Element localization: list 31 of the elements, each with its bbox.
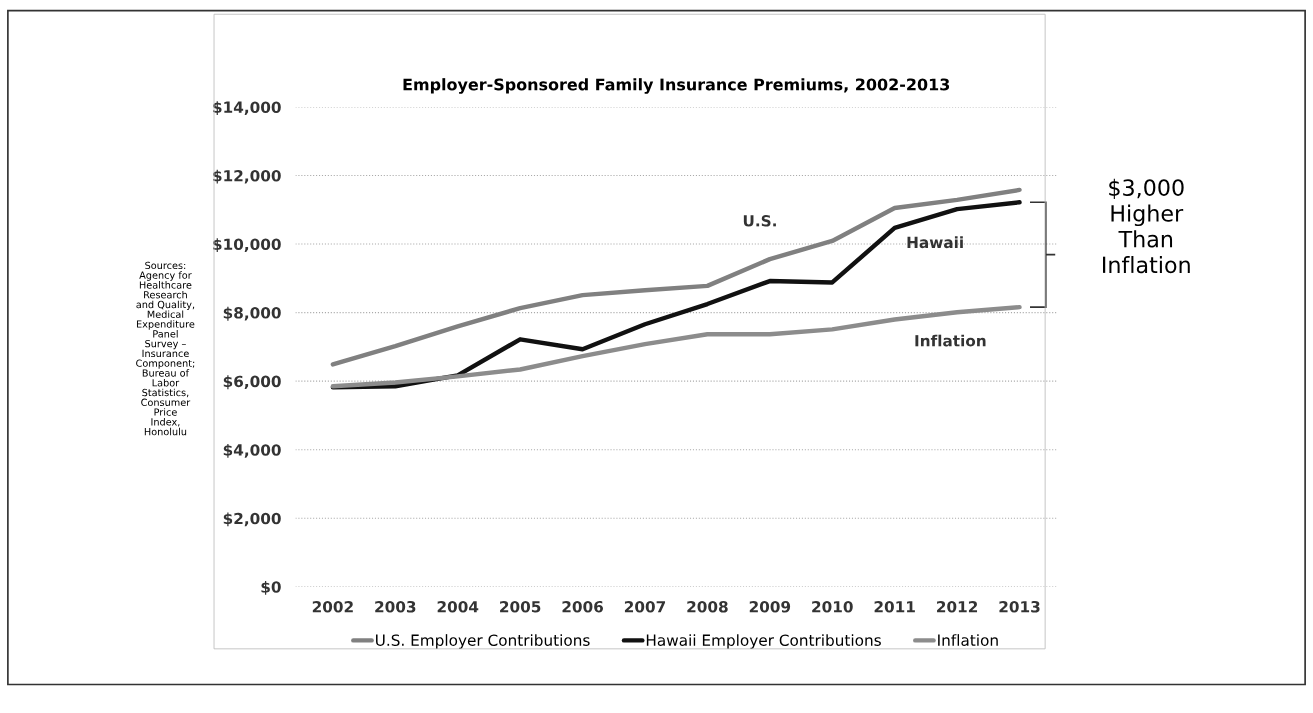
x-tick-label: 2008 xyxy=(687,600,728,613)
line-series xyxy=(330,304,1022,389)
y-tick-label: $8,000 xyxy=(223,306,281,321)
line-series xyxy=(330,187,1022,367)
annotation: U.S. xyxy=(743,214,776,227)
y-tick-label: $12,000 xyxy=(213,169,281,184)
y-tick-label: $2,000 xyxy=(223,512,281,527)
text: Sources: Agency for Healthcare Research and Quality, Medical Expenditure Panel Survey – Insurance Component; Bureau of Labor Statistics, Consumer Price Index, Honolulu xyxy=(136,261,195,436)
x-tick-label: 2011 xyxy=(874,600,915,613)
y-tick-label: $0 xyxy=(261,580,281,595)
text: $3,000 Higher Than Inflation xyxy=(1103,178,1190,274)
y-tick-label: $10,000 xyxy=(213,238,281,253)
x-tick-label: 2009 xyxy=(749,600,791,613)
x-tick-label: 2004 xyxy=(437,600,479,613)
x-tick-label: 2007 xyxy=(624,600,666,613)
x-tick-label: 2010 xyxy=(812,600,853,613)
y-tick-label: $4,000 xyxy=(223,443,281,458)
y-tick-label: $14,000 xyxy=(213,101,281,115)
x-tick-label: 2005 xyxy=(500,600,541,613)
annotation: Inflation xyxy=(915,334,986,347)
y-tick-label: $6,000 xyxy=(223,375,281,390)
legend-label: Hawaii Employer Contributions xyxy=(646,634,881,649)
x-tick-label: 2002 xyxy=(312,600,353,613)
legend-label: Inflation xyxy=(938,634,998,646)
legend-label: U.S. Employer Contributions xyxy=(376,634,590,649)
x-tick-label: 2006 xyxy=(562,600,603,613)
x-tick-label: 2012 xyxy=(937,600,978,613)
chart-title: Employer-Sponsored Family Insurance Premiums, 2002-2013 xyxy=(403,78,950,94)
x-tick-label: 2003 xyxy=(375,600,416,613)
annotation: Hawaii xyxy=(907,236,963,249)
x-tick-label: 2013 xyxy=(999,600,1040,613)
